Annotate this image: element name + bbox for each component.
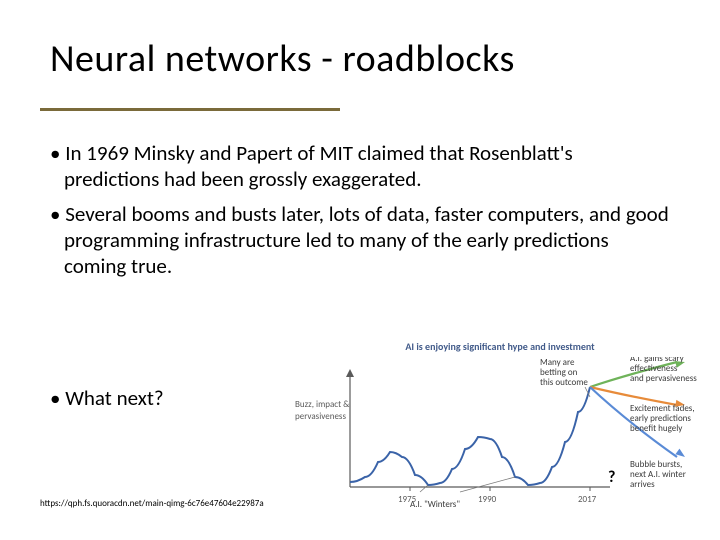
bullet-2: • Several booms and busts later, lots of… xyxy=(50,201,670,280)
svg-text:2017: 2017 xyxy=(578,494,597,505)
chart-title: AI is enjoying significant hype and inve… xyxy=(290,340,710,353)
chart-svg: Buzz, impact & pervasiveness A.I. "Winte… xyxy=(290,357,710,517)
ann-qmark: ? xyxy=(608,468,615,487)
slide: Neural networks - roadblocks • In 1969 M… xyxy=(0,0,720,540)
ann-green-3: and pervasiveness xyxy=(630,373,697,384)
ann-many-3: this outcome xyxy=(540,377,588,388)
ann-orange-3: benefit hugely xyxy=(630,423,683,434)
y-label-1: Buzz, impact & xyxy=(295,399,350,410)
ann-winters-line-1 xyxy=(420,485,428,492)
hype-curve xyxy=(350,387,590,485)
title-underline xyxy=(40,108,340,111)
bullet-1: • In 1969 Minsky and Papert of MIT claim… xyxy=(50,140,670,193)
svg-text:1990: 1990 xyxy=(478,494,497,505)
citation-url: https://qph.fs.quoracdn.net/main-qimg-6c… xyxy=(40,498,264,509)
ai-hype-chart: AI is enjoying significant hype and inve… xyxy=(290,340,710,520)
slide-title: Neural networks - roadblocks xyxy=(50,36,515,82)
ann-winters-line-2 xyxy=(460,477,515,492)
ann-winters: A.I. "Winters" xyxy=(410,499,460,510)
y-axis-arrowhead xyxy=(346,369,354,377)
bullet-3: • What next? xyxy=(50,385,164,411)
bullet-3-wrap: • What next? xyxy=(50,385,164,411)
ann-blue-3: arrives xyxy=(630,479,655,490)
svg-text:1975: 1975 xyxy=(398,494,417,505)
y-label-2: pervasiveness xyxy=(295,411,346,422)
body-text: • In 1969 Minsky and Papert of MIT claim… xyxy=(50,140,670,287)
